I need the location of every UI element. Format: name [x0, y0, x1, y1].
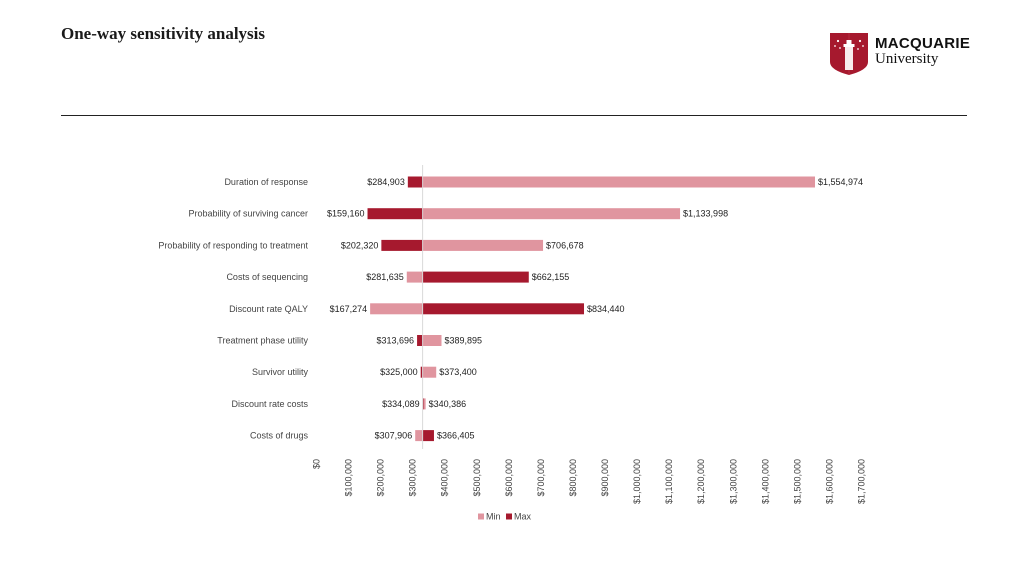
category-label: Discount rate QALY — [229, 304, 308, 314]
logo-sub: University — [875, 51, 939, 67]
x-tick-label: $800,000 — [568, 459, 578, 497]
x-tick-label: $700,000 — [536, 459, 546, 497]
macquarie-logo: MACQUARIE University — [829, 32, 971, 76]
x-tick-label: $500,000 — [472, 459, 482, 497]
data-label-left: $284,903 — [367, 177, 405, 187]
bar-max — [422, 430, 434, 442]
x-tick-label: $100,000 — [344, 459, 354, 497]
x-tick-label: $1,500,000 — [792, 459, 802, 504]
bar-min — [406, 271, 423, 283]
bar-max — [420, 366, 423, 378]
category-label: Treatment phase utility — [217, 336, 308, 346]
data-label-left: $167,274 — [330, 304, 368, 314]
title-divider — [61, 115, 967, 116]
data-label-left: $202,320 — [341, 240, 379, 250]
data-label-left: $313,696 — [377, 336, 415, 346]
data-label-right: $706,678 — [546, 240, 584, 250]
x-tick-label: $400,000 — [440, 459, 450, 497]
data-label-right: $373,400 — [439, 367, 477, 377]
legend-swatch-min — [478, 513, 484, 520]
x-tick-label: $600,000 — [504, 459, 514, 497]
bar-min — [422, 398, 426, 410]
x-tick-label: $0 — [312, 459, 322, 469]
x-tick-label: $1,000,000 — [632, 459, 642, 504]
category-label: Probability of responding to treatment — [158, 240, 308, 250]
bar-min — [422, 335, 442, 346]
bar-min — [415, 430, 423, 442]
data-label-right: $340,386 — [429, 399, 467, 409]
legend-swatch-max — [506, 513, 512, 520]
x-tick-label: $900,000 — [600, 459, 610, 497]
bar-min — [422, 239, 544, 251]
x-tick-label: $1,100,000 — [664, 459, 674, 504]
data-label-right: $366,405 — [437, 431, 475, 441]
category-label: Costs of drugs — [250, 431, 309, 441]
data-label-left: $159,160 — [327, 209, 365, 219]
shield-icon — [830, 33, 868, 75]
category-label: Probability of surviving cancer — [188, 209, 308, 219]
data-label-right: $834,440 — [587, 304, 625, 314]
bar-min — [422, 366, 437, 378]
bar-max — [367, 208, 423, 220]
bar-max — [422, 303, 585, 315]
x-tick-label: $1,200,000 — [696, 459, 706, 504]
data-label-right: $1,554,974 — [818, 177, 863, 187]
x-tick-label: $1,400,000 — [760, 459, 770, 504]
x-tick-label: $200,000 — [376, 459, 386, 497]
bar-max — [417, 335, 423, 346]
bar-max — [407, 176, 423, 188]
x-tick-label: $300,000 — [408, 459, 418, 497]
x-tick-label: $1,700,000 — [857, 459, 867, 504]
category-label: Survivor utility — [252, 367, 309, 377]
x-tick-label: $1,600,000 — [824, 459, 834, 504]
data-label-left: $334,089 — [382, 399, 420, 409]
x-tick-label: $1,300,000 — [728, 459, 738, 504]
data-label-right: $389,895 — [444, 336, 482, 346]
page-title: One-way sensitivity analysis — [61, 24, 266, 43]
category-label: Costs of sequencing — [226, 272, 308, 282]
logo-name: MACQUARIE — [875, 35, 971, 52]
bar-max — [422, 271, 529, 283]
bar-max — [381, 239, 423, 251]
legend-label-min: Min — [486, 512, 501, 522]
data-label-right: $1,133,998 — [683, 209, 728, 219]
legend-label-max: Max — [514, 512, 532, 522]
bar-min — [422, 208, 681, 220]
bar-min — [370, 303, 423, 315]
category-label: Duration of response — [224, 177, 308, 187]
bar-min — [422, 176, 816, 188]
category-label: Discount rate costs — [231, 399, 308, 409]
data-label-right: $662,155 — [532, 272, 570, 282]
data-label-left: $281,635 — [366, 272, 404, 282]
data-label-left: $307,906 — [375, 431, 413, 441]
data-label-left: $325,000 — [380, 367, 418, 377]
